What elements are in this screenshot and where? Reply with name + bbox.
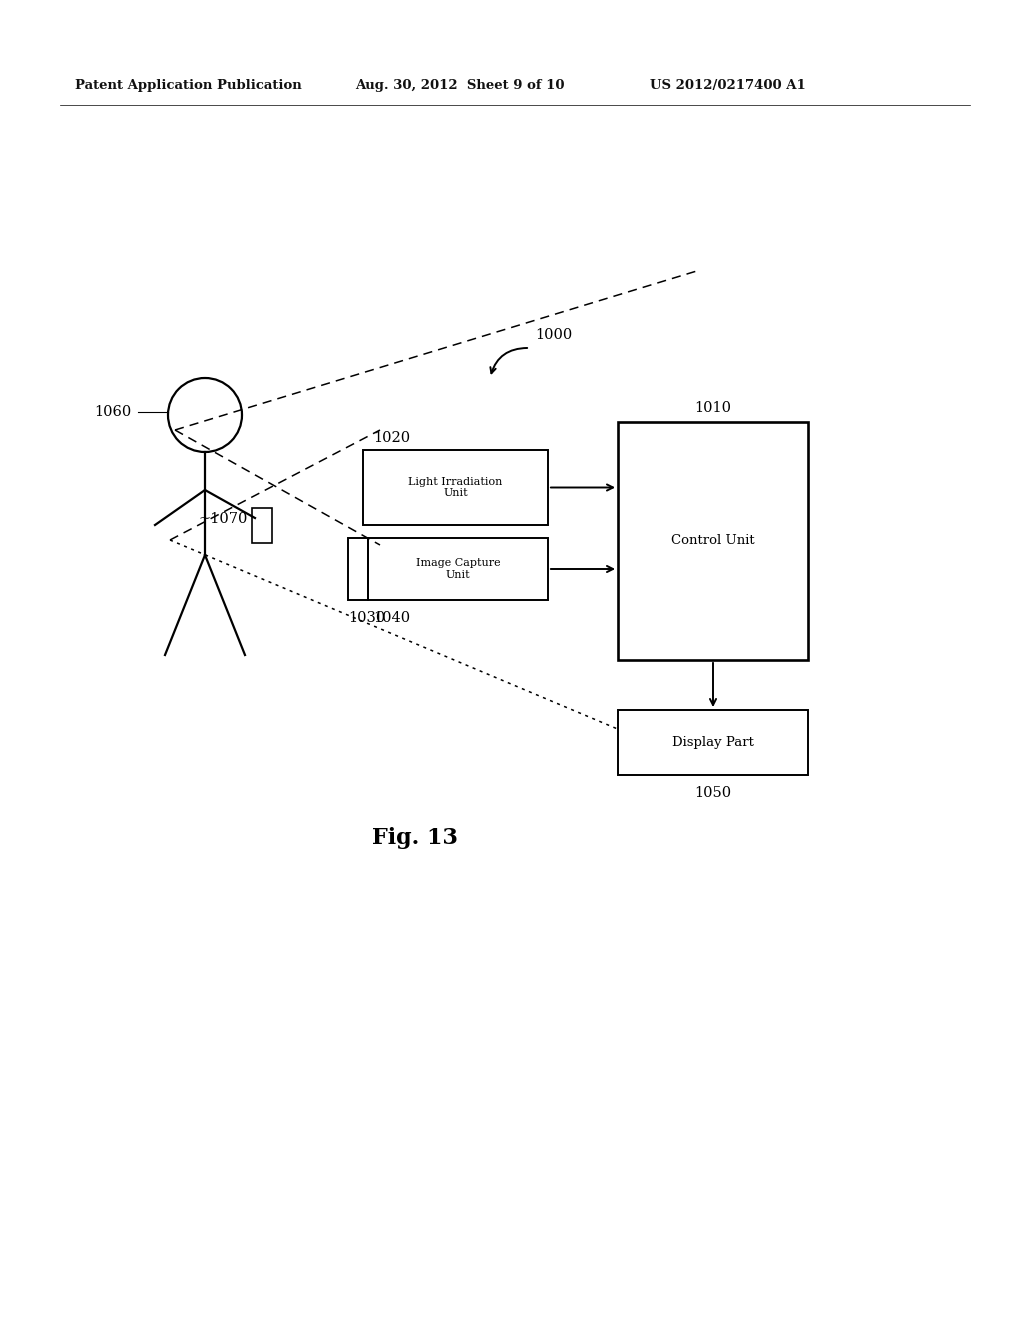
Text: Display Part: Display Part <box>672 737 754 748</box>
Text: Aug. 30, 2012  Sheet 9 of 10: Aug. 30, 2012 Sheet 9 of 10 <box>355 78 564 91</box>
Text: 1060: 1060 <box>95 405 132 418</box>
Bar <box>252 508 272 543</box>
Text: Light Irradiation
Unit: Light Irradiation Unit <box>409 477 503 498</box>
Text: 1050: 1050 <box>694 785 731 800</box>
Text: 1030: 1030 <box>348 611 385 624</box>
Text: 1020: 1020 <box>373 432 411 445</box>
Bar <box>618 422 808 660</box>
Bar <box>618 710 808 775</box>
Text: ~1070: ~1070 <box>199 512 248 525</box>
Bar <box>368 539 548 601</box>
Text: 1000: 1000 <box>535 327 572 342</box>
Text: Control Unit: Control Unit <box>671 535 755 548</box>
Text: Image Capture
Unit: Image Capture Unit <box>416 558 501 579</box>
Text: Patent Application Publication: Patent Application Publication <box>75 78 302 91</box>
Text: Fig. 13: Fig. 13 <box>372 828 458 849</box>
Bar <box>362 450 548 525</box>
Text: 1010: 1010 <box>694 401 731 414</box>
Text: US 2012/0217400 A1: US 2012/0217400 A1 <box>650 78 806 91</box>
Bar <box>348 539 368 601</box>
Text: 1040: 1040 <box>373 611 411 624</box>
